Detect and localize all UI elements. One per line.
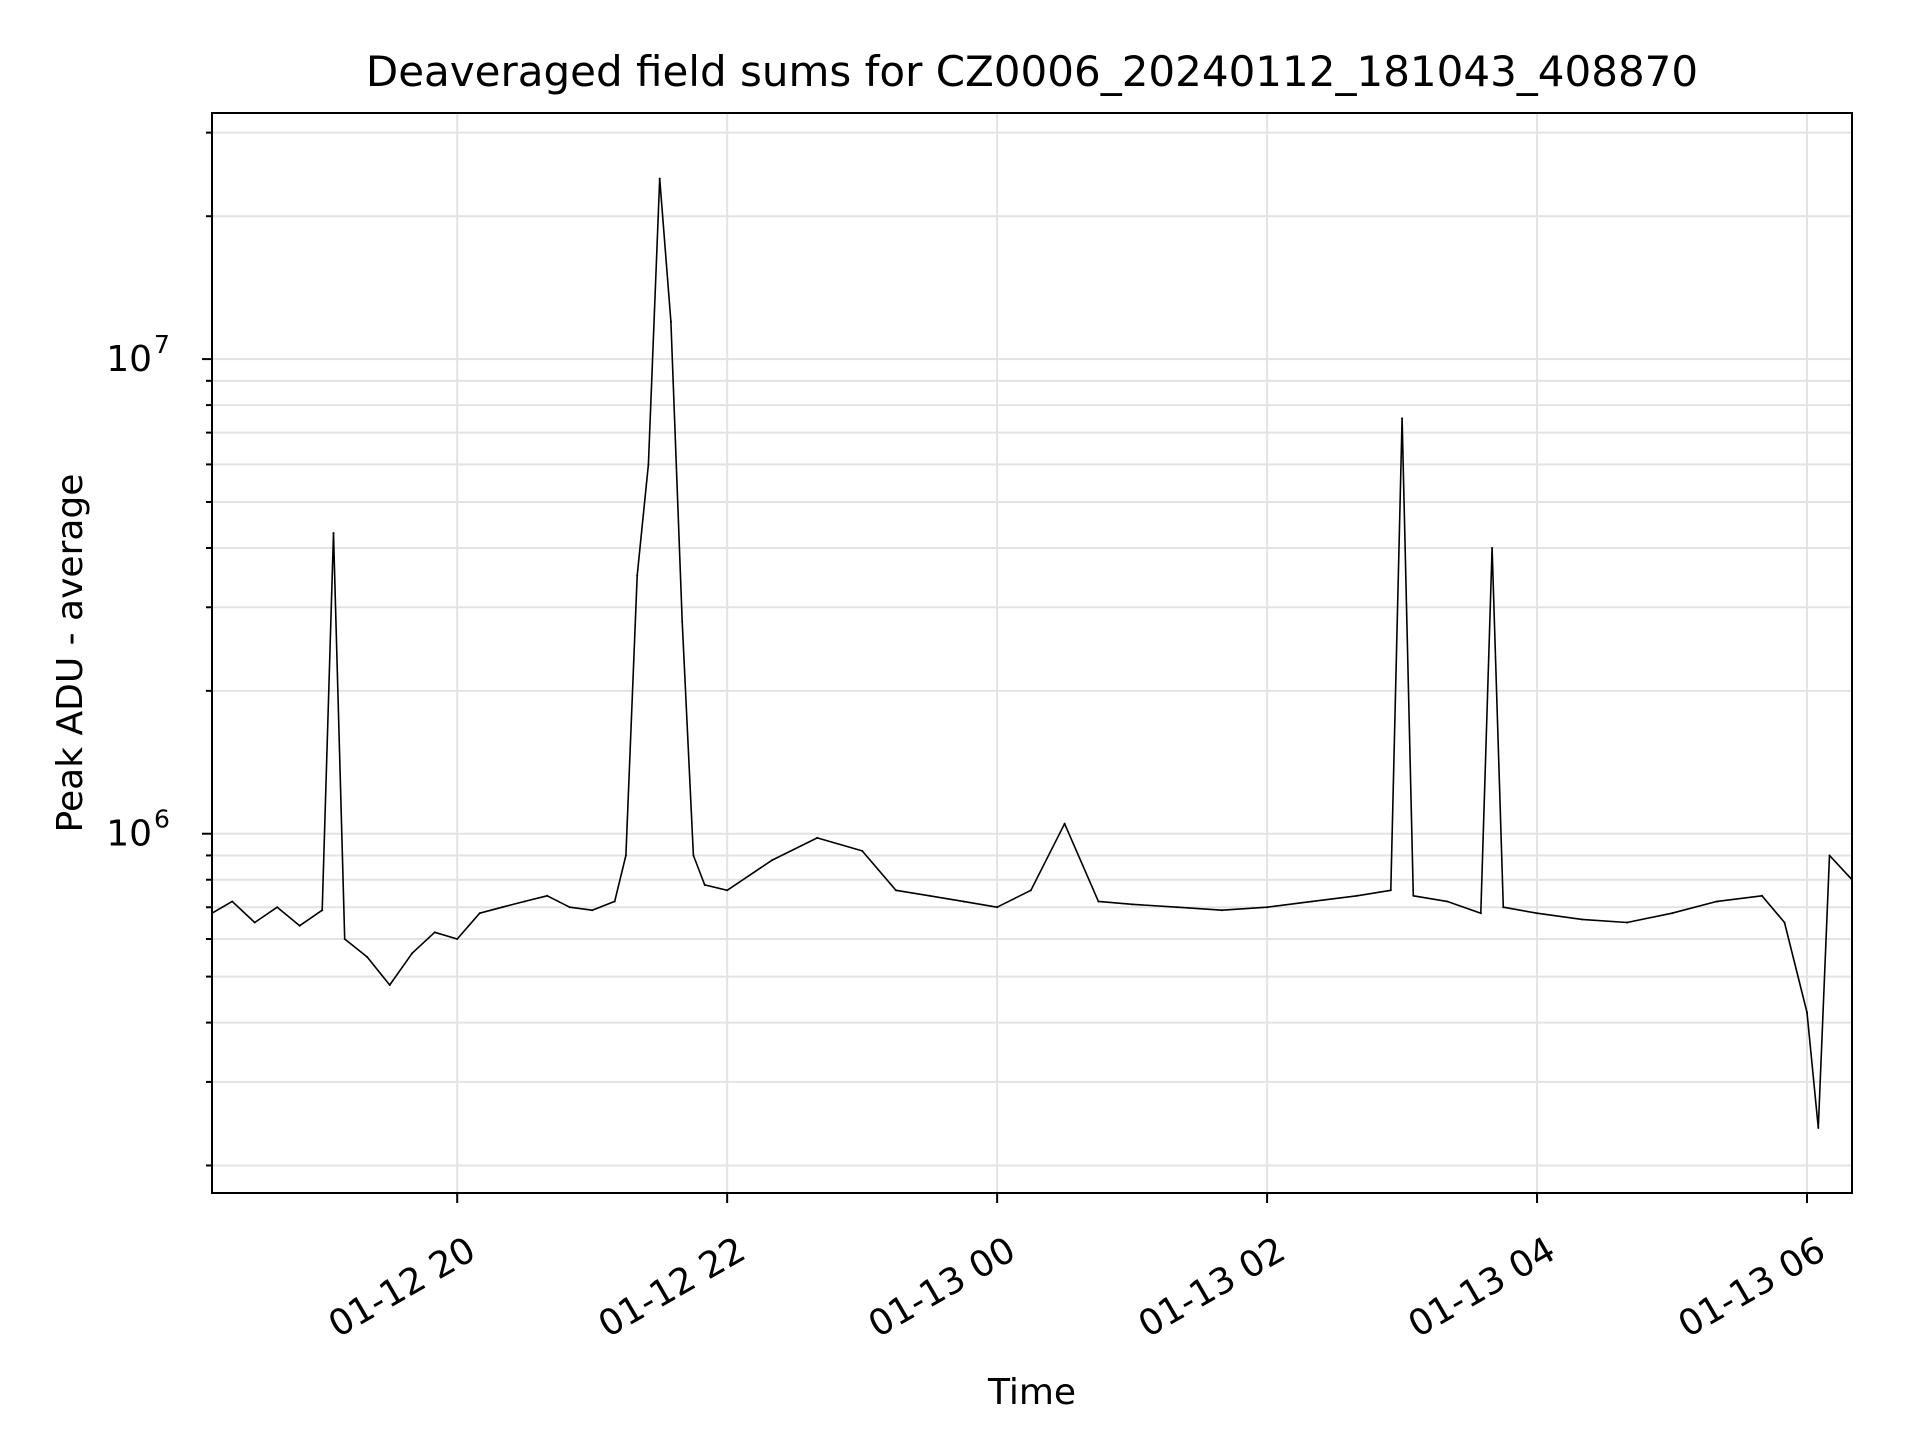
data-point [624,854,627,857]
data-point [928,894,931,897]
data-point [1716,900,1719,903]
data-point [726,889,729,892]
data-point [433,931,436,934]
data-point [1131,903,1134,906]
data-point [1671,912,1674,915]
data-point [613,900,616,903]
data-point [1479,912,1482,915]
data-point [456,938,459,941]
data-point [669,320,672,323]
data-point [1389,889,1392,892]
data-point [1626,921,1629,924]
data-point [332,532,335,535]
plot-frame [211,112,1853,1194]
y-tick-base: 10 [106,339,152,380]
data-point [1761,894,1764,897]
chart-title: Deaveraged field sums for CZ0006_2024011… [366,47,1698,96]
x-axis-label: Time [987,1372,1076,1413]
data-point [1581,918,1584,921]
y-tick-label: 10 [106,339,152,380]
data-point [1029,889,1032,892]
data-point [1412,894,1415,897]
data-point [1221,909,1224,912]
data-point [861,849,864,852]
data-point [501,906,504,909]
data-point [692,854,695,857]
y-tick-label: 10 [106,814,152,855]
data-point [298,924,301,927]
data-point [703,883,706,886]
y-tick-exponent: 6 [154,805,170,834]
data-point [658,177,661,180]
data-point [962,900,965,903]
data-point [1783,921,1786,924]
data-point [568,906,571,909]
grid-layer [212,113,1852,1193]
data-point [321,909,324,912]
data-point [1806,1011,1809,1014]
data-point [253,921,256,924]
data-point [231,900,234,903]
data-point [1828,854,1831,857]
data-point [1097,900,1100,903]
data-point [591,909,594,912]
data-point [1311,900,1314,903]
data-point [816,836,819,839]
data-point [996,906,999,909]
data-point [1356,894,1359,897]
series-layer [211,177,1853,1129]
data-point [1817,1126,1820,1129]
y-axis-label: Peak ADU - average [50,474,91,833]
data-point [343,938,346,941]
data-point [1502,906,1505,909]
y-tick-base: 10 [106,814,152,855]
data-point [366,955,369,958]
data-point [276,906,279,909]
data-point [1401,417,1404,420]
data-point [523,900,526,903]
data-point [388,984,391,987]
data-point [647,463,650,466]
data-point [1063,822,1066,825]
data-point [1536,912,1539,915]
data-point [1176,906,1179,909]
data-point [681,620,684,623]
data-point [411,952,414,955]
data-point [1266,906,1269,909]
data-point [1446,900,1449,903]
data-point [478,912,481,915]
data-point [1491,546,1494,549]
data-point [894,889,897,892]
data-point [771,859,774,862]
data-point [636,574,639,577]
y-tick-exponent: 7 [154,330,170,359]
data-point [546,894,549,897]
